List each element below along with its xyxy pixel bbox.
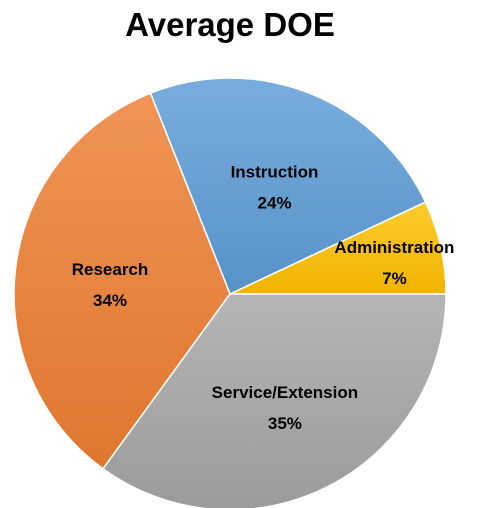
slice-label-administration: Administration	[334, 238, 454, 257]
slice-label-instruction: Instruction	[231, 163, 319, 182]
pie-slice-service-extension	[101, 293, 447, 508]
pie-slice-instruction	[149, 77, 427, 296]
pie-slice-research	[13, 92, 231, 470]
slice-value-instruction: 24%	[257, 194, 291, 213]
slice-value-service-extension: 35%	[268, 414, 302, 433]
chart-title: Average DOE	[125, 6, 335, 43]
slice-value-administration: 7%	[382, 269, 407, 288]
slice-label-service-extension: Service/Extension	[212, 383, 358, 402]
slice-label-research: Research	[72, 260, 149, 279]
slice-value-research: 34%	[93, 291, 127, 310]
